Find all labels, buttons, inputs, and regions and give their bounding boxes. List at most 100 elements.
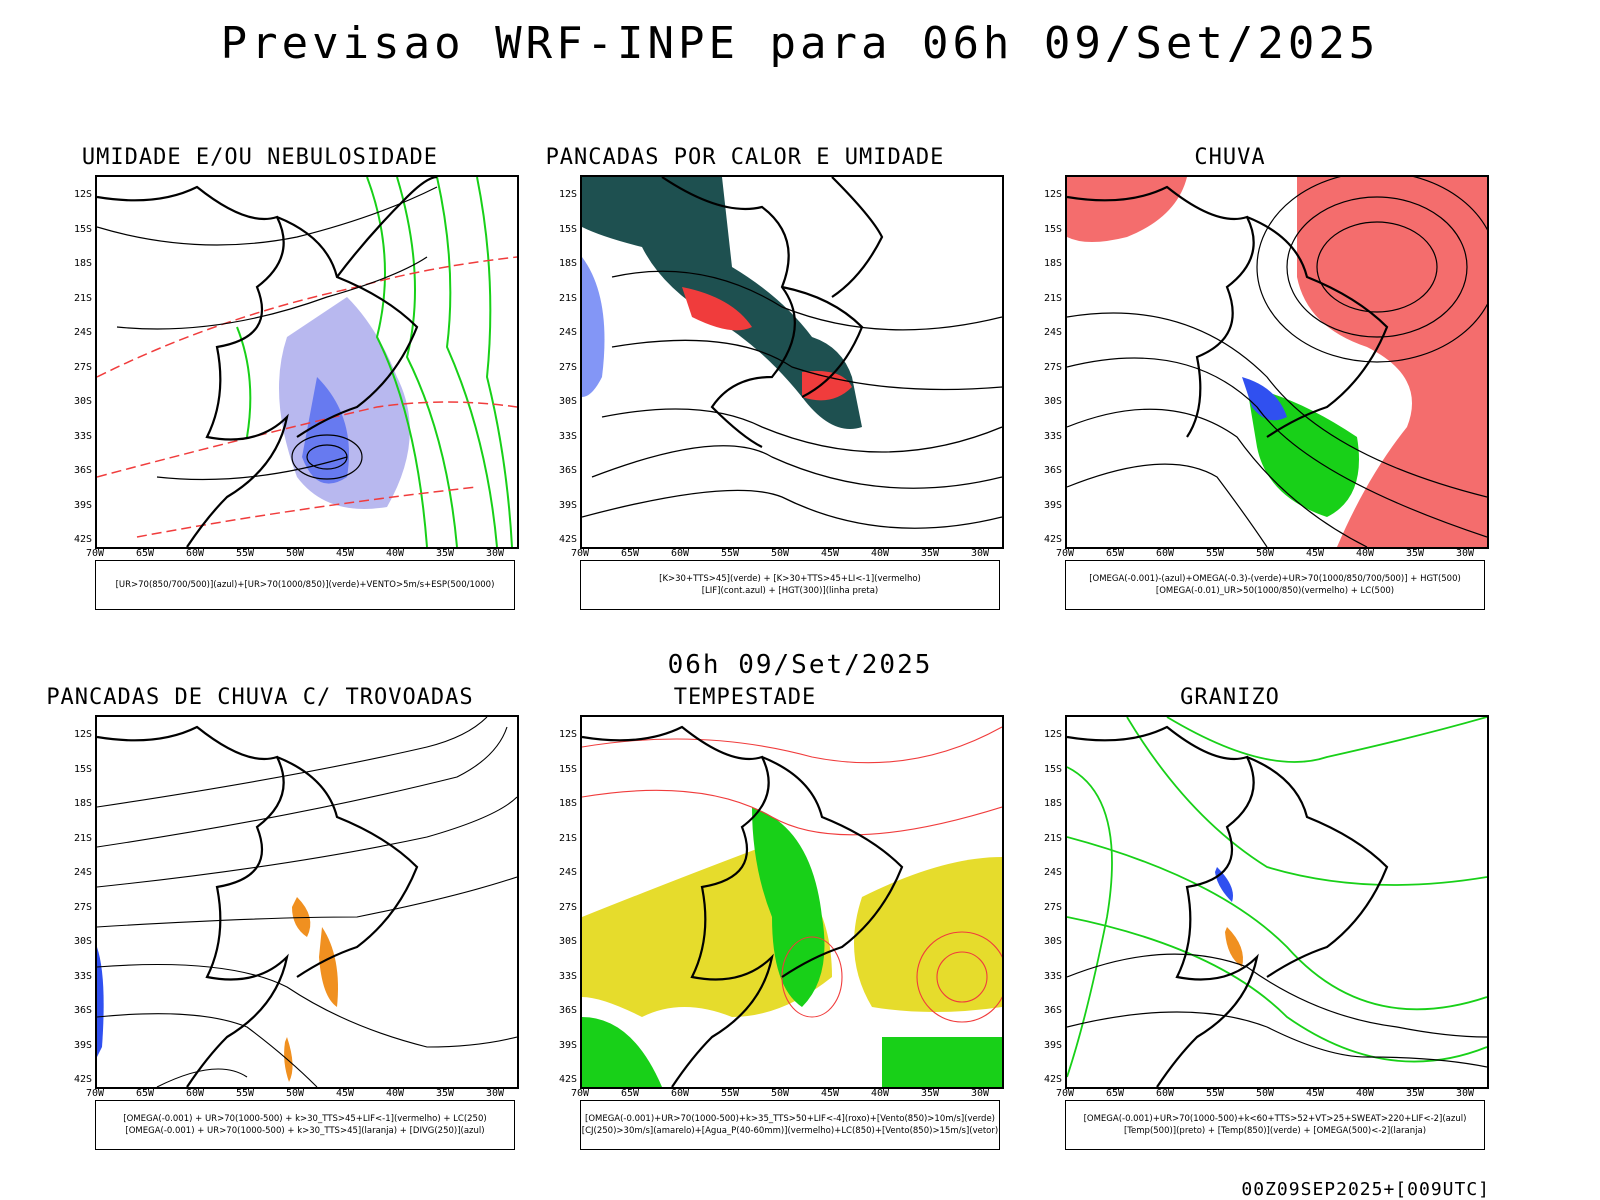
- latitude-tick-label: 24S: [73, 327, 92, 338]
- latitude-tick-label: 24S: [558, 327, 577, 338]
- latitude-tick-label: 42S: [558, 1074, 577, 1085]
- latitude-tick-label: 24S: [73, 867, 92, 878]
- latitude-tick-label: 30S: [73, 936, 92, 947]
- longitude-tick-label: 35W: [435, 1088, 455, 1099]
- longitude-tick-label: 60W: [1155, 548, 1175, 559]
- latitude-tick-label: 33S: [558, 430, 577, 442]
- latitude-tick-label: 12S: [73, 189, 92, 200]
- latitude-tick-label: 39S: [73, 499, 92, 511]
- latitude-tick-label: 18S: [1043, 258, 1062, 269]
- longitude-tick-label: 35W: [435, 548, 455, 559]
- latitude-tick-label: 15S: [73, 763, 92, 775]
- longitude-tick-label: 50W: [770, 1088, 790, 1099]
- latitude-tick-label: 33S: [1043, 970, 1062, 982]
- panel-umidade: UMIDADE E/OU NEBULOSIDADE: [0, 145, 520, 625]
- latitude-tick-label: 30S: [558, 396, 577, 407]
- legend-line: [OMEGA(-0.001)+UR>70(1000-500)+k<60+TTS>…: [1083, 1114, 1467, 1124]
- latitude-tick-label: 18S: [1043, 798, 1062, 809]
- panel-pancadas-calor: PANCADAS POR CALOR E UMIDADE [K>30+TTS>4…: [485, 145, 1005, 625]
- map-chuva[interactable]: [1065, 175, 1489, 549]
- latitude-tick-label: 12S: [558, 729, 577, 740]
- map-graphic: [1067, 717, 1487, 1087]
- latitude-tick-label: 42S: [558, 534, 577, 545]
- panel-legend: [OMEGA(-0.001) + UR>70(1000-500) + k>30_…: [95, 1100, 515, 1150]
- longitude-tick-label: 50W: [285, 548, 305, 559]
- latitude-tick-label: 36S: [73, 1005, 92, 1016]
- latitude-tick-label: 21S: [73, 832, 92, 844]
- longitude-tick-label: 35W: [920, 548, 940, 559]
- latitude-tick-label: 33S: [1043, 430, 1062, 442]
- legend-line: [OMEGA(-0.001) + UR>70(1000-500) + k>30_…: [125, 1126, 485, 1136]
- panel-legend: [OMEGA(-0.001)+UR>70(1000-500)+k>35_TTS>…: [580, 1100, 1000, 1150]
- latitude-tick-label: 39S: [73, 1039, 92, 1051]
- middle-title: 06h 09/Set/2025: [667, 650, 933, 680]
- longitude-tick-label: 45W: [1305, 548, 1325, 559]
- map-umidade[interactable]: [95, 175, 519, 549]
- longitude-tick-label: 45W: [1305, 1088, 1325, 1099]
- latitude-tick-label: 36S: [1043, 465, 1062, 476]
- latitude-tick-label: 39S: [558, 499, 577, 511]
- longitude-tick-label: 55W: [720, 1088, 740, 1099]
- map-granizo[interactable]: [1065, 715, 1489, 1089]
- latitude-tick-label: 30S: [73, 396, 92, 407]
- longitude-tick-label: 45W: [820, 1088, 840, 1099]
- latitude-tick-label: 21S: [73, 292, 92, 304]
- panel-legend: [OMEGA(-0.001)+UR>70(1000-500)+k<60+TTS>…: [1065, 1100, 1485, 1150]
- map-graphic: [97, 177, 517, 547]
- longitude-tick-label: 55W: [235, 1088, 255, 1099]
- latitude-tick-label: 27S: [73, 361, 92, 373]
- latitude-tick-label: 27S: [558, 361, 577, 373]
- legend-line: [CJ(250)>30m/s](amarelo)+[Agua_P(40-60mm…: [581, 1126, 999, 1136]
- map-pancadas-calor[interactable]: [580, 175, 1004, 549]
- panel-granizo: GRANIZO [OMEGA(-0.001)+UR>70(1000-500)+k: [970, 685, 1490, 1165]
- longitude-tick-label: 40W: [1355, 1088, 1375, 1099]
- panel-chuva: CHUVA [OMEGA(-0.001)-(azul)+OMEGA(-0.3)-: [970, 145, 1490, 625]
- panel-title: CHUVA: [1194, 145, 1266, 170]
- panel-title: TEMPESTADE: [673, 685, 817, 710]
- legend-line: [K>30+TTS>45](verde) + [K>30+TTS>45+LI<-…: [659, 574, 921, 584]
- map-graphic: [582, 177, 1002, 529]
- map-tempestade[interactable]: [580, 715, 1004, 1089]
- longitude-tick-label: 70W: [570, 548, 590, 559]
- latitude-tick-label: 39S: [1043, 1039, 1062, 1051]
- latitude-tick-label: 27S: [73, 901, 92, 913]
- map-trovoadas[interactable]: [95, 715, 519, 1089]
- longitude-tick-label: 50W: [1255, 548, 1275, 559]
- latitude-tick-label: 12S: [1043, 189, 1062, 200]
- longitude-tick-label: 30W: [970, 548, 990, 559]
- longitude-tick-label: 35W: [1405, 1088, 1425, 1099]
- latitude-tick-label: 18S: [73, 258, 92, 269]
- latitude-tick-label: 33S: [73, 970, 92, 982]
- latitude-tick-label: 30S: [1043, 936, 1062, 947]
- longitude-tick-label: 50W: [285, 1088, 305, 1099]
- longitude-tick-label: 65W: [135, 548, 155, 559]
- longitude-tick-label: 30W: [1455, 1088, 1475, 1099]
- latitude-tick-label: 15S: [558, 763, 577, 775]
- longitude-tick-label: 40W: [870, 548, 890, 559]
- longitude-tick-label: 55W: [1205, 548, 1225, 559]
- longitude-tick-label: 45W: [335, 548, 355, 559]
- latitude-tick-label: 21S: [1043, 292, 1062, 304]
- longitude-tick-label: 55W: [1205, 1088, 1225, 1099]
- latitude-tick-label: 42S: [73, 534, 92, 545]
- longitude-tick-label: 30W: [485, 548, 505, 559]
- longitude-tick-label: 65W: [1105, 548, 1125, 559]
- latitude-tick-label: 12S: [73, 729, 92, 740]
- latitude-tick-label: 27S: [558, 901, 577, 913]
- latitude-tick-label: 33S: [73, 430, 92, 442]
- longitude-tick-label: 65W: [135, 1088, 155, 1099]
- longitude-tick-label: 40W: [1355, 548, 1375, 559]
- legend-line: [OMEGA(-0.01)_UR>50(1000/850)(vermelho) …: [1155, 586, 1395, 596]
- legend-line: [UR>70(850/700/500)](azul)+[UR>70(1000/8…: [115, 580, 495, 590]
- legend-line: [OMEGA(-0.001)-(azul)+OMEGA(-0.3)-(verde…: [1089, 574, 1461, 584]
- latitude-tick-label: 15S: [73, 223, 92, 235]
- latitude-tick-label: 15S: [558, 223, 577, 235]
- longitude-tick-label: 65W: [620, 1088, 640, 1099]
- latitude-tick-label: 15S: [1043, 763, 1062, 775]
- panel-title: PANCADAS POR CALOR E UMIDADE: [545, 145, 945, 170]
- longitude-tick-label: 70W: [1055, 1088, 1075, 1099]
- legend-line: [OMEGA(-0.001) + UR>70(1000-500) + k>30_…: [123, 1114, 487, 1124]
- longitude-tick-label: 45W: [820, 548, 840, 559]
- longitude-tick-label: 30W: [485, 1088, 505, 1099]
- latitude-tick-label: 30S: [1043, 396, 1062, 407]
